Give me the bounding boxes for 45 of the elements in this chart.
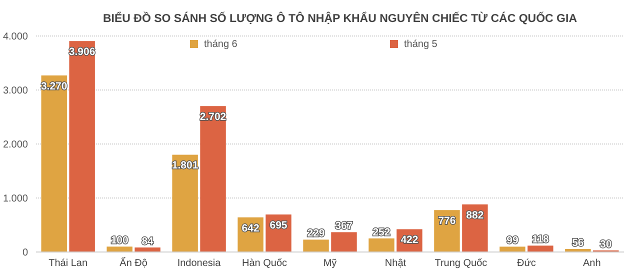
- data-label: 3.906: [68, 46, 96, 58]
- legend-label: tháng 6: [204, 39, 238, 50]
- bar: [528, 246, 554, 252]
- data-label: 30: [600, 238, 612, 250]
- data-label: 695: [270, 219, 288, 232]
- data-label: 882: [466, 209, 484, 222]
- data-label: 84: [142, 235, 154, 248]
- y-tick-label: 3.000: [2, 86, 28, 96]
- data-label: 252: [372, 226, 390, 238]
- data-label: 229: [307, 228, 325, 240]
- bar: [303, 240, 329, 252]
- legend-label: tháng 5: [404, 39, 438, 50]
- x-tick-label: Ấn Độ: [120, 257, 148, 269]
- x-tick-label: Indonesia: [177, 258, 222, 269]
- data-label: 56: [572, 236, 584, 249]
- data-label: 99: [506, 234, 518, 247]
- y-tick-label: 4.000: [2, 32, 28, 42]
- x-tick-label: Trung Quốc: [434, 258, 488, 269]
- x-tick-label: Hàn Quốc: [242, 258, 288, 269]
- data-label: 642: [242, 222, 260, 234]
- data-label: 118: [532, 234, 550, 246]
- bar: [172, 154, 198, 252]
- y-tick-label: 2.000: [2, 140, 28, 150]
- x-tick-label: Thái Lan: [48, 258, 88, 269]
- bar: [368, 238, 394, 252]
- y-tick-label: 1.000: [2, 194, 28, 204]
- chart-title: BIỂU ĐỒ SO SÁNH SỐ LƯỢNG Ô TÔ NHẬP KHẨU NGUYÊN CHIẾC TỪ CÁC QUỐC GIA: [102, 11, 578, 25]
- bar: [331, 232, 357, 252]
- data-label: 100: [110, 234, 128, 247]
- x-tick-label: Nhật: [384, 258, 406, 269]
- bar: [41, 75, 67, 252]
- y-tick-label: 0: [22, 248, 28, 258]
- x-tick-label: Mỹ: [323, 258, 337, 269]
- x-tick-label: Anh: [583, 258, 601, 269]
- bar: [500, 246, 526, 252]
- data-label: 422: [400, 234, 418, 246]
- data-label: 1.801: [172, 160, 198, 172]
- data-label: 2.702: [200, 111, 226, 124]
- bar: [106, 246, 132, 252]
- bar: [69, 41, 95, 252]
- data-label: 367: [335, 220, 353, 232]
- x-tick-label: Đức: [516, 258, 536, 269]
- data-label: 776: [438, 215, 456, 228]
- bar: [200, 106, 226, 252]
- data-label: 3.270: [40, 80, 68, 92]
